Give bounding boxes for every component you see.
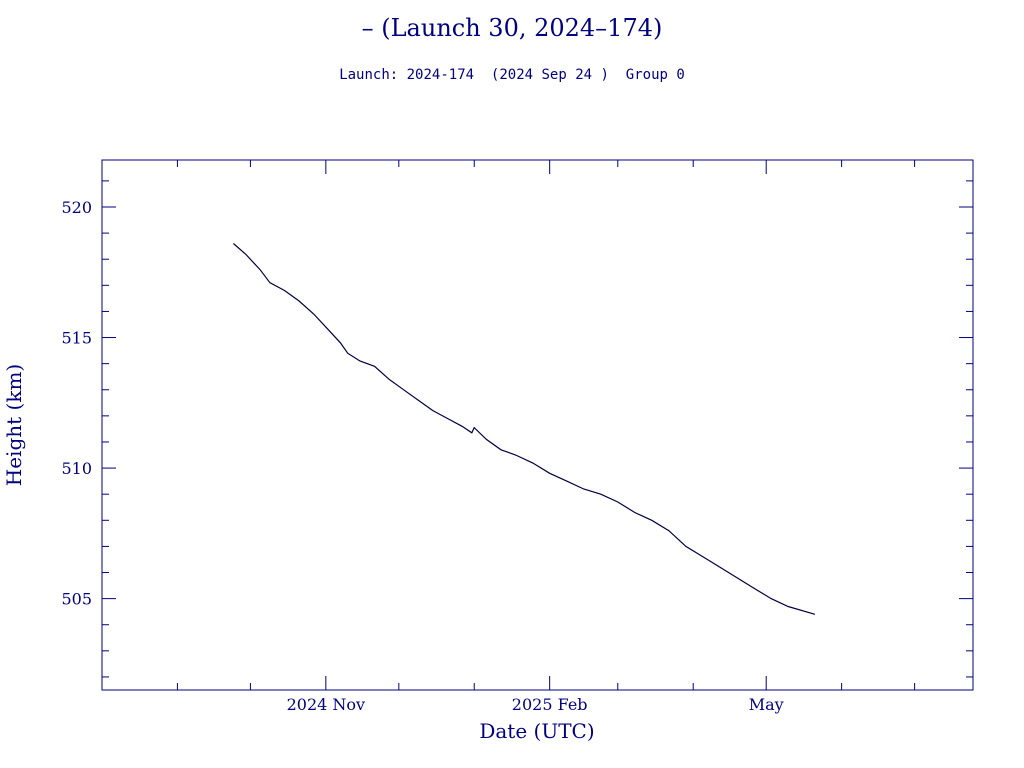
x-tick-label: May xyxy=(749,695,784,714)
chart-title: – (Launch 30, 2024–174) xyxy=(361,14,663,42)
x-axis-label: Date (UTC) xyxy=(479,719,594,743)
axis-ticks xyxy=(101,160,973,690)
y-tick-label: 505 xyxy=(61,590,92,609)
height-series-line xyxy=(233,243,816,615)
x-tick-label: 2025 Feb xyxy=(512,695,588,714)
chart-subtitle: Launch: 2024-174 (2024 Sep 24 ) Group 0 xyxy=(339,67,685,83)
axis-tick-labels: 505 510 515 520 2024 Nov 2025 Feb May xyxy=(61,198,783,714)
y-tick-label: 515 xyxy=(61,329,92,348)
x-tick-label: 2024 Nov xyxy=(287,695,365,714)
y-tick-label: 520 xyxy=(61,198,92,217)
y-tick-label: 510 xyxy=(61,459,92,478)
y-axis-label: Height (km) xyxy=(2,364,26,486)
plot-frame xyxy=(101,159,974,691)
